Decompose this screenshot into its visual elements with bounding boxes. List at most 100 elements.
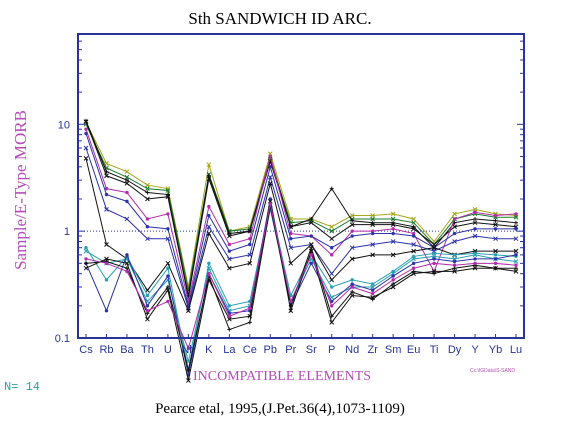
data-point	[165, 285, 170, 290]
series-line-1	[85, 121, 517, 288]
data-point	[145, 225, 150, 229]
y-tick-label: 1	[64, 226, 70, 238]
data-point	[267, 151, 273, 157]
x-tick-label: Cs	[79, 344, 93, 356]
x-tick-label: Y	[471, 344, 479, 356]
data-point	[493, 213, 498, 218]
x-tick-label: Rb	[99, 344, 113, 356]
data-point	[186, 368, 191, 373]
data-point	[370, 252, 376, 258]
series-line-6	[85, 133, 516, 306]
data-point	[145, 236, 150, 242]
data-point	[309, 261, 313, 266]
data-point	[390, 211, 396, 217]
data-point	[411, 242, 416, 247]
data-point	[391, 282, 396, 287]
data-point	[411, 261, 416, 266]
data-point	[370, 291, 375, 296]
data-point	[268, 165, 272, 169]
data-point	[206, 162, 212, 167]
data-point	[431, 245, 437, 251]
x-axis-label: INCOMPATIBLE ELEMENTS	[193, 369, 371, 384]
data-point	[166, 212, 170, 216]
data-point	[513, 214, 519, 220]
data-point	[370, 222, 376, 228]
data-point	[288, 303, 293, 308]
x-tick-label: Ti	[430, 344, 439, 356]
data-point	[431, 269, 437, 274]
data-point	[390, 284, 396, 290]
data-point	[472, 265, 478, 271]
data-point	[330, 246, 334, 250]
data-point	[329, 271, 335, 277]
data-point	[432, 261, 436, 266]
data-point	[350, 285, 354, 289]
data-point	[124, 266, 129, 271]
data-point	[514, 253, 518, 257]
data-point	[288, 260, 294, 266]
data-point	[207, 213, 211, 218]
data-point	[411, 216, 416, 222]
data-point	[145, 293, 150, 298]
data-point	[431, 254, 437, 259]
data-point	[472, 206, 478, 212]
data-point	[83, 119, 89, 124]
x-tick-label: Pr	[285, 344, 296, 356]
data-point	[472, 233, 478, 239]
data-point	[411, 231, 416, 236]
data-point	[289, 236, 293, 241]
data-point	[165, 194, 171, 200]
data-point	[104, 256, 109, 262]
data-point	[473, 227, 477, 231]
x-tick-label: Zr	[367, 344, 378, 356]
citation: Pearce etal, 1995,(J.Pet.36(4),1073-1109…	[155, 401, 405, 417]
x-tick-label: U	[164, 344, 172, 356]
data-point	[166, 274, 170, 278]
series-line-8	[85, 158, 516, 313]
data-point	[493, 218, 498, 223]
data-point	[309, 253, 313, 257]
data-point	[226, 316, 232, 322]
data-point	[370, 297, 375, 302]
data-point	[349, 256, 355, 262]
series-line-11	[85, 198, 517, 376]
x-tick-label: Eu	[407, 344, 420, 356]
data-point	[268, 202, 272, 206]
y-tick-label: 0.1	[55, 333, 70, 345]
data-point	[452, 259, 457, 264]
data-point	[309, 234, 313, 238]
data-point	[165, 260, 171, 266]
data-point	[493, 222, 498, 228]
x-tick-label: Sr	[306, 344, 317, 356]
data-point	[329, 224, 335, 230]
data-point	[248, 242, 252, 247]
series-line-9	[85, 203, 517, 371]
sample-count: N= 14	[4, 380, 40, 394]
data-point	[411, 226, 416, 232]
data-point	[370, 288, 375, 292]
data-point	[308, 220, 314, 226]
legend-entry: Cc:\IGData\S-SAND	[470, 368, 515, 374]
data-point	[452, 224, 457, 230]
data-point	[145, 287, 150, 293]
data-point	[226, 233, 232, 239]
data-point	[267, 199, 273, 204]
data-point	[432, 271, 437, 276]
data-point	[370, 229, 375, 233]
data-point	[83, 145, 89, 151]
data-point	[124, 174, 130, 180]
data-point	[411, 256, 416, 262]
data-point	[370, 231, 375, 236]
data-point	[349, 245, 355, 251]
data-point	[493, 248, 498, 254]
data-point	[267, 181, 273, 186]
data-point	[206, 173, 211, 178]
data-point	[493, 253, 498, 257]
data-point	[349, 213, 355, 218]
data-point	[390, 216, 396, 222]
data-point	[330, 299, 334, 304]
data-point	[452, 231, 457, 236]
data-point	[124, 169, 130, 175]
data-point	[145, 190, 150, 195]
